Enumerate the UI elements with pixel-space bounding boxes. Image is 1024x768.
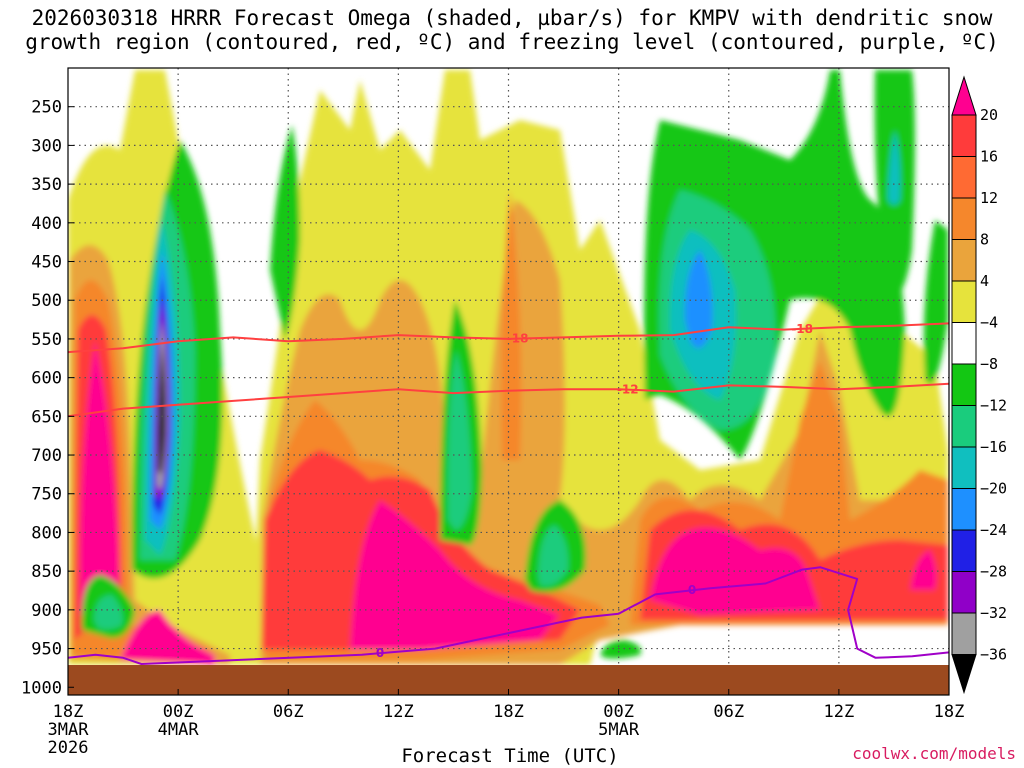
colorbar-swatch-7 bbox=[951, 363, 977, 406]
omega-area-12-streak bbox=[501, 190, 522, 460]
x-tick-line-5-0: 00Z bbox=[603, 702, 634, 722]
omega-area-neg36 bbox=[158, 345, 166, 475]
x-tick-label-2: 06Z bbox=[273, 702, 304, 722]
isotherm-label-1-0: -12 bbox=[617, 383, 639, 397]
x-tick-line-0-2: 2026 bbox=[48, 738, 89, 758]
colorbar-bottom-arrow bbox=[951, 654, 977, 695]
x-tick-line-0-0: 18Z bbox=[53, 702, 84, 722]
colorbar-label-0: 20 bbox=[980, 106, 998, 124]
x-tick-line-2-0: 06Z bbox=[273, 702, 304, 722]
colorbar-swatch-8 bbox=[951, 405, 977, 448]
colorbar-swatch-10 bbox=[951, 488, 977, 531]
isotherm-label-2-1: 0 bbox=[688, 583, 696, 597]
isotherm-label-0-0: -18 bbox=[507, 332, 529, 346]
y-tick-label-900: 900 bbox=[31, 601, 62, 621]
x-tick-label-3: 12Z bbox=[383, 702, 414, 722]
colorbar-label-3: 8 bbox=[980, 231, 989, 249]
x-tick-label-0: 18Z 3MAR 2026 bbox=[48, 702, 90, 758]
omega-area-20-left bbox=[79, 340, 120, 615]
x-tick-line-1-0: 00Z bbox=[163, 702, 194, 722]
omega-area-neg16-c bbox=[888, 130, 901, 205]
omega-area-20-mid bbox=[350, 500, 560, 650]
y-tick-label-400: 400 bbox=[31, 214, 62, 234]
y-tick-label-300: 300 bbox=[31, 136, 62, 156]
omega-area-neg12-d bbox=[538, 525, 569, 586]
omega-area-neg20-b bbox=[684, 250, 713, 348]
x-tick-line-4-0: 18Z bbox=[493, 702, 524, 722]
colorbar-swatch-9 bbox=[951, 446, 977, 489]
x-tick-line-7-0: 12Z bbox=[824, 702, 855, 722]
isotherm-label-0-1: -18 bbox=[791, 322, 813, 336]
x-tick-label-4: 18Z bbox=[493, 702, 524, 722]
omega-area-neg12-b bbox=[447, 350, 472, 530]
y-tick-label-350: 350 bbox=[31, 175, 62, 195]
colorbar-swatch-13 bbox=[951, 612, 977, 655]
x-tick-line-3-0: 12Z bbox=[383, 702, 414, 722]
y-tick-label-950: 950 bbox=[31, 640, 62, 660]
colorbar-label-7: −12 bbox=[980, 397, 1007, 415]
y-tick-label-1000: 1000 bbox=[21, 678, 62, 698]
y-tick-label-250: 250 bbox=[31, 98, 62, 118]
colorbar-label-8: −16 bbox=[980, 438, 1007, 456]
y-tick-label-650: 650 bbox=[31, 407, 62, 427]
y-tick-label-500: 500 bbox=[31, 291, 62, 311]
chart-title: 2026030318 HRRR Forecast Omega (shaded, … bbox=[25, 6, 999, 54]
isotherm-line-2 bbox=[68, 566, 949, 665]
x-tick-line-0-1: 3MAR bbox=[48, 720, 90, 740]
colorbar-label-5: −4 bbox=[980, 314, 998, 332]
colorbar-swatch-3 bbox=[951, 197, 977, 240]
colorbar-swatch-5 bbox=[951, 280, 977, 323]
colorbar-label-12: −32 bbox=[980, 604, 1007, 622]
colorbar-label-4: 4 bbox=[980, 272, 989, 290]
x-tick-line-1-1: 4MAR bbox=[158, 720, 200, 740]
x-tick-label-5: 00Z 5MAR bbox=[598, 702, 640, 740]
colorbar-label-13: −36 bbox=[980, 646, 1007, 664]
colorbar-swatch-1 bbox=[951, 114, 977, 157]
omega-area-20-far-right bbox=[910, 550, 937, 590]
isotherm-contours: -18 -18 -12 0 0 bbox=[68, 322, 949, 665]
omega-area-20-low bbox=[120, 610, 215, 665]
y-tick-label-800: 800 bbox=[31, 523, 62, 543]
x-tick-line-5-1: 5MAR bbox=[598, 720, 640, 740]
omega-field bbox=[68, 68, 949, 695]
y-tick-label-700: 700 bbox=[31, 446, 62, 466]
omega-area-neg8-i bbox=[600, 640, 641, 659]
colorbar-label-1: 16 bbox=[980, 148, 998, 166]
y-tick-label-850: 850 bbox=[31, 562, 62, 582]
y-tick-label-600: 600 bbox=[31, 369, 62, 389]
x-tick-label-1: 00Z 4MAR bbox=[158, 702, 200, 740]
x-tick-line-8-0: 18Z bbox=[934, 702, 965, 722]
colorbar-label-11: −28 bbox=[980, 563, 1007, 581]
colorbar-swatch-2 bbox=[951, 156, 977, 199]
grid-lines bbox=[68, 68, 949, 695]
colorbar-top-arrow bbox=[951, 75, 977, 116]
omega-area-neg12-e bbox=[94, 595, 123, 630]
x-tick-label-7: 12Z bbox=[824, 702, 855, 722]
attribution: coolwx.com/models bbox=[852, 744, 1016, 763]
colorbar-label-9: −20 bbox=[980, 480, 1007, 498]
y-tick-label-450: 450 bbox=[31, 253, 62, 273]
colorbar-swatch-6 bbox=[951, 322, 977, 365]
x-tick-line-6-0: 06Z bbox=[713, 702, 744, 722]
omega-area-neg8-g bbox=[923, 220, 948, 385]
isotherm-line-0 bbox=[68, 322, 949, 354]
x-tick-label-6: 06Z bbox=[713, 702, 744, 722]
x-axis-label: Forecast Time (UTC) bbox=[401, 745, 619, 767]
colorbar-label-10: −24 bbox=[980, 521, 1007, 539]
colorbar-label-6: −8 bbox=[980, 355, 998, 373]
y-tick-label-750: 750 bbox=[31, 485, 62, 505]
isotherm-label-2-0: 0 bbox=[376, 646, 384, 660]
colorbar-label-2: 12 bbox=[980, 189, 998, 207]
isotherm-line-1 bbox=[68, 382, 949, 418]
x-tick-label-8: 18Z bbox=[934, 702, 965, 722]
colorbar-swatch-11 bbox=[951, 529, 977, 572]
colorbar-swatch-12 bbox=[951, 571, 977, 614]
colorbar: 20 16 12 8 4 −4 −8 −12 −16 −20 −24 −28 −32 −36 bbox=[951, 75, 1007, 695]
y-axis: 250 300 350 400 450 500 550 600 650 700 750 800 850 9… bbox=[21, 98, 74, 698]
colorbar-swatch-4 bbox=[951, 239, 977, 282]
y-tick-label-550: 550 bbox=[31, 330, 62, 350]
omega-area-neg8-b bbox=[270, 125, 300, 340]
